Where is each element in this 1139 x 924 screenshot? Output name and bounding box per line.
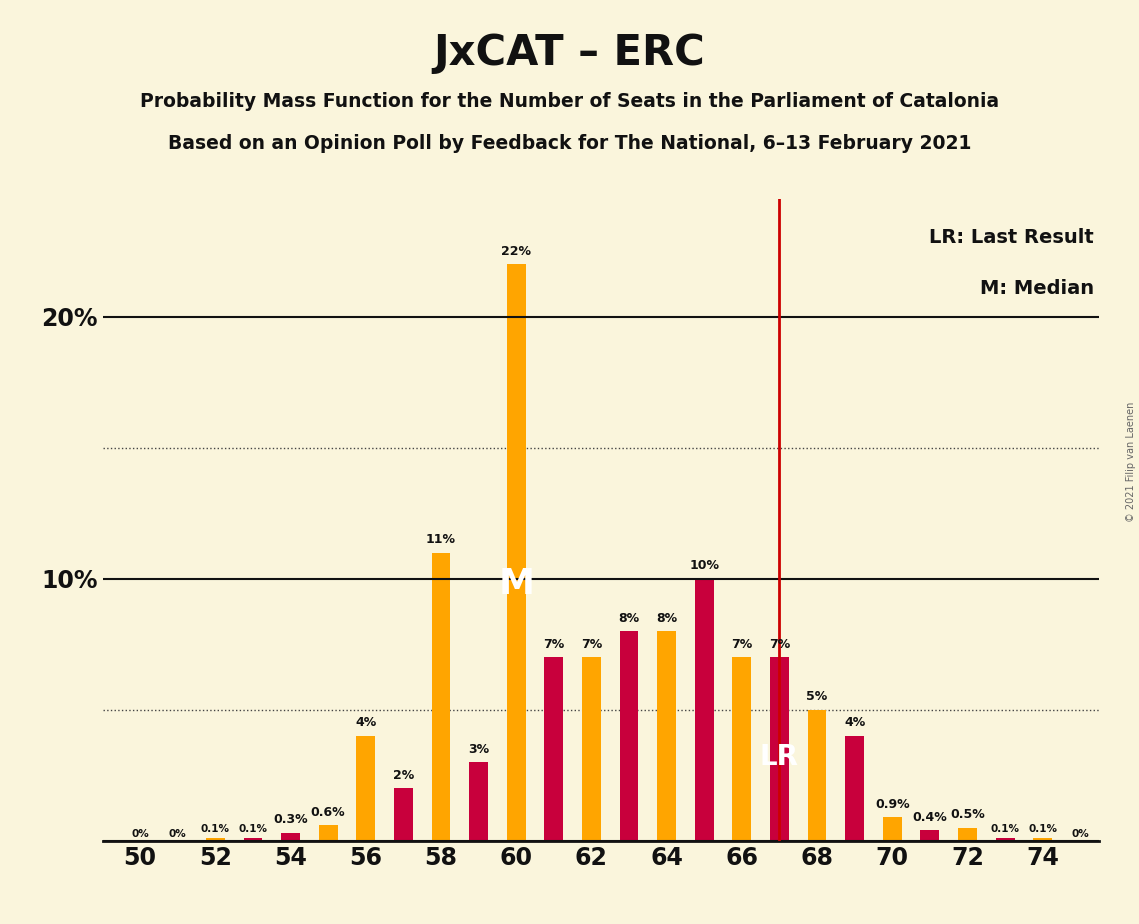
Bar (469, 762, 487, 841)
Text: 10%: 10% (689, 559, 719, 572)
Text: Probability Mass Function for the Number of Seats in the Parliament of Catalonia: Probability Mass Function for the Number… (140, 92, 999, 112)
Text: Based on an Opinion Poll by Feedback for The National, 6–13 February 2021: Based on an Opinion Poll by Feedback for… (167, 134, 972, 153)
Bar (281, 833, 300, 841)
Text: 8%: 8% (656, 612, 678, 625)
Text: 0.1%: 0.1% (238, 824, 268, 834)
Bar (582, 657, 601, 841)
Text: 5%: 5% (806, 690, 828, 703)
Text: 2%: 2% (393, 769, 413, 782)
Bar (620, 631, 639, 841)
Bar (883, 817, 902, 841)
Text: 3%: 3% (468, 743, 489, 756)
Bar (1033, 838, 1052, 841)
Text: LR: LR (760, 743, 798, 771)
Bar (958, 828, 977, 841)
Text: LR: Last Result: LR: Last Result (929, 227, 1095, 247)
Text: 0%: 0% (1072, 829, 1089, 839)
Text: JxCAT – ERC: JxCAT – ERC (434, 32, 705, 74)
Bar (432, 553, 450, 841)
Text: 7%: 7% (769, 638, 790, 650)
Text: 7%: 7% (581, 638, 603, 650)
Text: M: M (498, 567, 534, 601)
Text: 0.5%: 0.5% (950, 808, 985, 821)
Text: 0.6%: 0.6% (311, 806, 345, 819)
Text: 7%: 7% (543, 638, 565, 650)
Bar (206, 838, 224, 841)
Bar (544, 657, 563, 841)
Text: 8%: 8% (618, 612, 640, 625)
Text: 7%: 7% (731, 638, 753, 650)
Text: 11%: 11% (426, 533, 456, 546)
Bar (995, 838, 1015, 841)
Text: 4%: 4% (844, 716, 866, 729)
Text: 0%: 0% (169, 829, 187, 839)
Bar (920, 831, 940, 841)
Bar (319, 825, 337, 841)
Text: 0.1%: 0.1% (1029, 824, 1057, 834)
Bar (770, 657, 789, 841)
Bar (845, 736, 865, 841)
Bar (507, 264, 525, 841)
Bar (244, 838, 262, 841)
Bar (695, 578, 714, 841)
Bar (357, 736, 375, 841)
Text: 0%: 0% (131, 829, 149, 839)
Text: 4%: 4% (355, 716, 376, 729)
Bar (394, 788, 412, 841)
Text: M: Median: M: Median (980, 279, 1095, 298)
Text: 0.4%: 0.4% (912, 810, 948, 824)
Bar (808, 710, 827, 841)
Bar (657, 631, 677, 841)
Text: 22%: 22% (501, 245, 531, 258)
Text: 0.9%: 0.9% (875, 797, 910, 810)
Text: 0.1%: 0.1% (991, 824, 1019, 834)
Text: © 2021 Filip van Laenen: © 2021 Filip van Laenen (1126, 402, 1136, 522)
Text: 0.3%: 0.3% (273, 813, 308, 826)
Text: 0.1%: 0.1% (200, 824, 230, 834)
Bar (732, 657, 752, 841)
